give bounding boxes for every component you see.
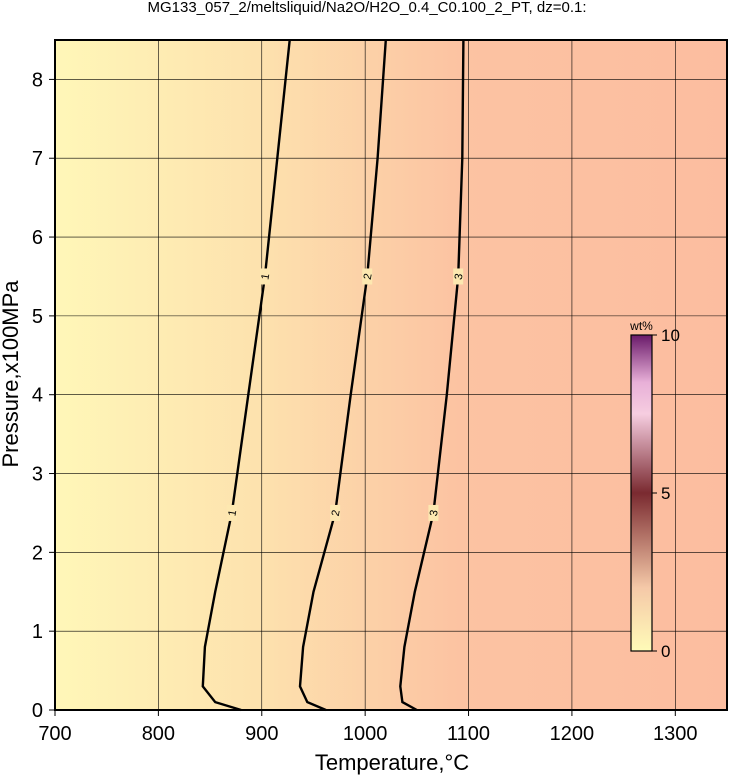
- contour-label: 2: [362, 273, 375, 281]
- y-tick-label: 1: [32, 621, 43, 643]
- x-tick-label: 700: [38, 723, 71, 745]
- colorbar-tick-label: 0: [661, 642, 670, 661]
- contour-label-bg: [453, 268, 464, 285]
- colorbar-tick-label: 5: [661, 484, 670, 503]
- contour-label-bg: [226, 504, 237, 521]
- x-tick-label: 1300: [653, 723, 698, 745]
- contour-label: 2: [330, 509, 343, 517]
- y-tick-label: 8: [32, 69, 43, 91]
- x-tick-label: 1100: [447, 723, 490, 745]
- contour-label-bg: [259, 268, 270, 285]
- contour-label: 1: [226, 509, 239, 517]
- chart-title: MG133_057_2/meltsliquid/Na2O/H2O_0.4_C0.…: [147, 0, 586, 16]
- contour-label-bg: [362, 268, 373, 285]
- colorbar-label: wt%: [629, 319, 653, 333]
- colorbar-tick-label: 10: [661, 326, 680, 345]
- y-tick-label: 4: [32, 385, 43, 407]
- y-tick-label: 2: [32, 542, 43, 564]
- contour-line: [399, 39, 465, 712]
- contour-label: 3: [428, 509, 441, 517]
- x-tick-label: 1200: [550, 723, 595, 745]
- y-axis-label: Pressure,x100MPa: [0, 280, 23, 468]
- x-tick-label: 800: [142, 723, 175, 745]
- colorbar: [630, 334, 653, 652]
- contour-label: 1: [259, 273, 272, 281]
- contour-line: [201, 39, 291, 712]
- contour-label-bg: [428, 504, 439, 521]
- contour-line: [298, 39, 387, 712]
- x-tick-label: 1000: [343, 723, 388, 745]
- x-axis-label: Temperature,°C: [315, 750, 469, 775]
- plot-frame: [54, 39, 728, 711]
- y-tick-label: 5: [32, 306, 43, 328]
- y-tick-label: 3: [32, 464, 43, 486]
- y-tick-label: 0: [32, 700, 43, 722]
- plot-background: [55, 40, 727, 710]
- contour-label: 3: [453, 273, 466, 281]
- y-tick-label: 7: [32, 148, 43, 170]
- y-tick-label: 6: [32, 227, 43, 249]
- contour-label-bg: [330, 504, 341, 521]
- x-tick-label: 900: [245, 723, 278, 745]
